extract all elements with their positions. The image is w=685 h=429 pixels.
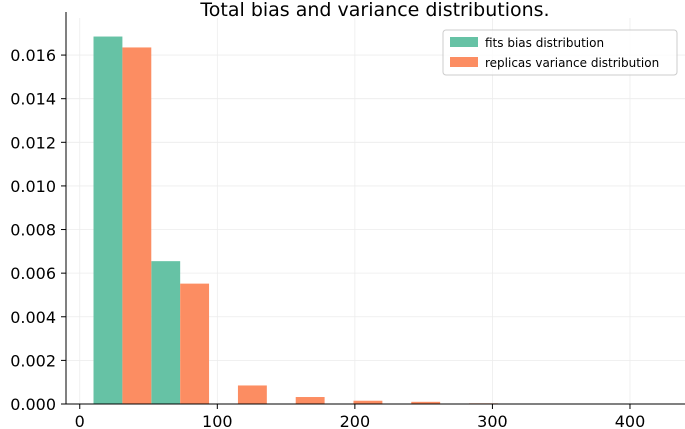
- y-tick-label: 0.006: [10, 264, 56, 283]
- x-tick-label: 100: [202, 412, 233, 429]
- bar-replicas-variance-4: [353, 400, 383, 404]
- y-tick-label: 0.004: [10, 308, 56, 327]
- legend-label-replicas-variance: replicas variance distribution: [485, 56, 659, 70]
- bar-replicas-variance-1: [180, 283, 210, 404]
- legend-label-fits-bias: fits bias distribution: [485, 36, 604, 50]
- y-tick-label: 0.000: [10, 395, 56, 414]
- bar-replicas-variance-5: [411, 401, 441, 404]
- legend-frame: [442, 29, 678, 76]
- y-tick-label: 0.014: [10, 90, 56, 109]
- bar-fits-bias-0: [93, 36, 123, 405]
- x-tick-label: 300: [477, 412, 508, 429]
- axes: 0 100 200 300 400 0.000 0.002 0.004 0.006 0.008 0.…: [10, 12, 685, 429]
- y-tick-label: 0.012: [10, 133, 56, 152]
- x-tick-label: 400: [615, 412, 646, 429]
- legend: fits bias distribution replicas variance…: [442, 29, 678, 76]
- y-tick-label: 0.002: [10, 351, 56, 370]
- y-tick-label: 0.010: [10, 177, 56, 196]
- chart-title: Total bias and variance distributions.: [199, 0, 549, 21]
- legend-swatch-fits-bias: [450, 37, 478, 47]
- x-tick-label: 200: [340, 412, 371, 429]
- bar-replicas-variance-3: [295, 397, 325, 404]
- bar-replicas-variance-2: [237, 385, 267, 404]
- bars: [93, 36, 672, 405]
- bar-fits-bias-1: [151, 261, 181, 404]
- y-tick-label: 0.016: [10, 46, 56, 65]
- bar-replicas-variance-0: [122, 47, 152, 405]
- x-tick-label: 0: [75, 412, 85, 429]
- legend-swatch-replicas-variance: [450, 57, 478, 67]
- y-tick-label: 0.008: [10, 221, 56, 240]
